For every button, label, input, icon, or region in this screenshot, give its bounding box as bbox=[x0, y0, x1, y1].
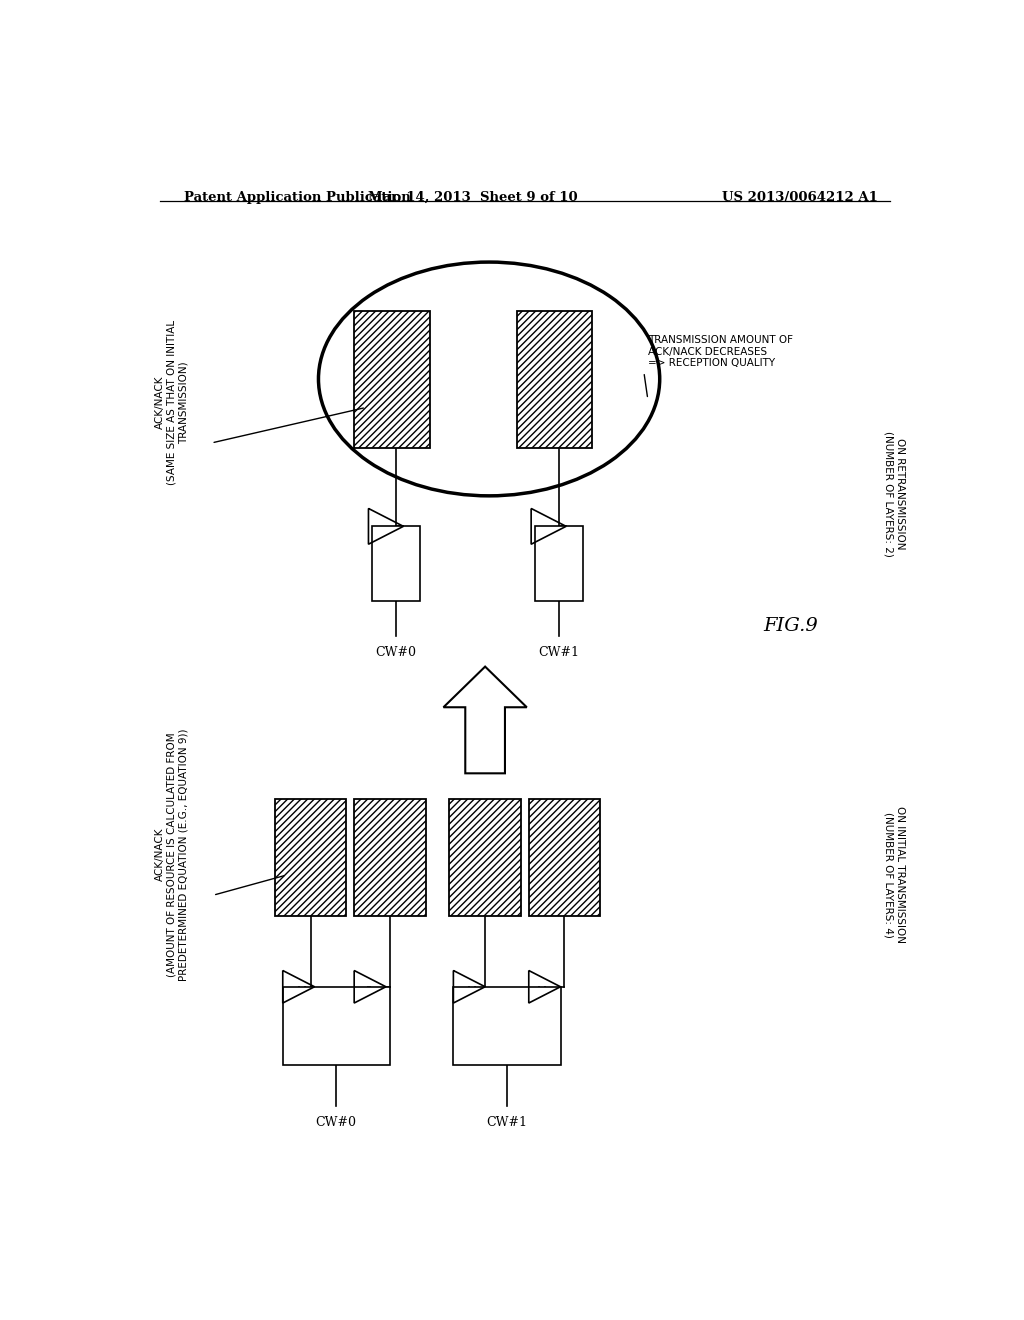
Text: ACK/NACK
(SAME SIZE AS THAT ON INITIAL
TRANSMISSION): ACK/NACK (SAME SIZE AS THAT ON INITIAL T… bbox=[155, 319, 188, 484]
Bar bbox=[528, 799, 600, 916]
Bar bbox=[283, 987, 390, 1065]
Text: US 2013/0064212 A1: US 2013/0064212 A1 bbox=[722, 191, 878, 203]
Text: ON INITIAL TRANSMISSION
(NUMBER OF LAYERS: 4): ON INITIAL TRANSMISSION (NUMBER OF LAYER… bbox=[883, 807, 904, 944]
Text: FIG.9: FIG.9 bbox=[763, 616, 818, 635]
Text: Patent Application Publication: Patent Application Publication bbox=[183, 191, 411, 203]
Bar bbox=[274, 799, 346, 916]
Bar bbox=[354, 312, 430, 447]
Text: CW#0: CW#0 bbox=[315, 1115, 356, 1129]
Bar bbox=[354, 799, 426, 916]
Bar bbox=[373, 527, 420, 601]
Bar bbox=[536, 527, 583, 601]
Text: CW#1: CW#1 bbox=[486, 1115, 527, 1129]
Text: ON RETRANSMISSION
(NUMBER OF LAYERS: 2): ON RETRANSMISSION (NUMBER OF LAYERS: 2) bbox=[883, 430, 904, 557]
Text: CW#1: CW#1 bbox=[539, 647, 580, 659]
Bar bbox=[454, 987, 560, 1065]
Text: Mar. 14, 2013  Sheet 9 of 10: Mar. 14, 2013 Sheet 9 of 10 bbox=[369, 191, 578, 203]
Bar bbox=[354, 312, 430, 447]
Bar bbox=[517, 312, 592, 447]
Text: CW#0: CW#0 bbox=[376, 647, 417, 659]
Bar bbox=[528, 799, 600, 916]
Bar bbox=[517, 312, 592, 447]
Bar bbox=[450, 799, 521, 916]
Text: TRANSMISSION AMOUNT OF
ACK/NACK DECREASES
=> RECEPTION QUALITY: TRANSMISSION AMOUNT OF ACK/NACK DECREASE… bbox=[648, 335, 793, 368]
Bar bbox=[354, 799, 426, 916]
Bar bbox=[274, 799, 346, 916]
Text: ACK/NACK
(AMOUNT OF RESOURCE IS CALCULATED FROM
PREDETERMINED EQUATION (E.G., EQ: ACK/NACK (AMOUNT OF RESOURCE IS CALCULAT… bbox=[155, 729, 188, 981]
FancyArrow shape bbox=[443, 667, 526, 774]
Bar bbox=[450, 799, 521, 916]
